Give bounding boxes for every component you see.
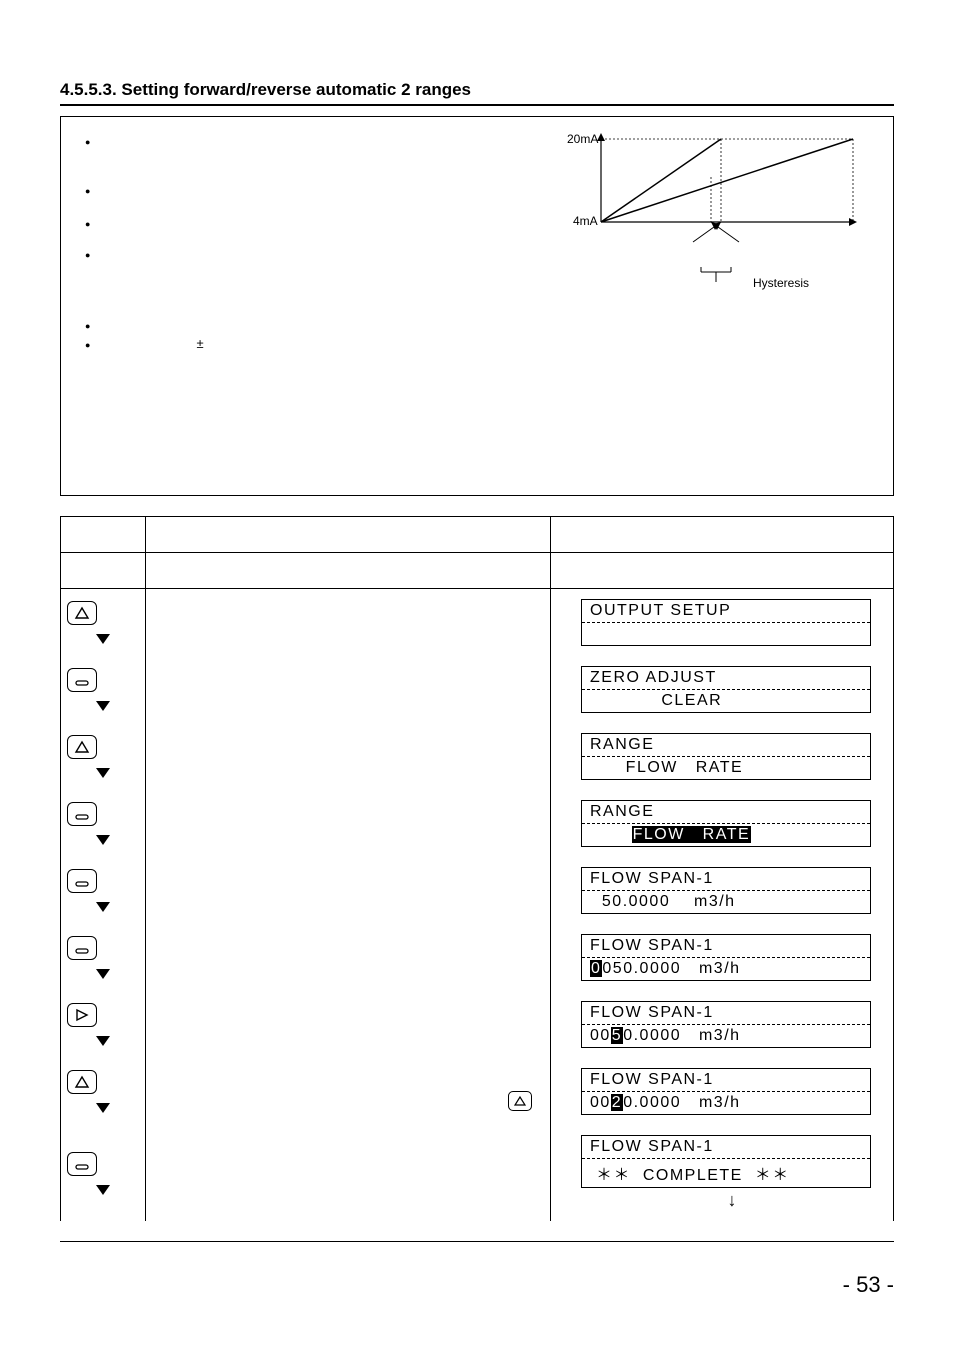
key-up-icon [67,601,97,625]
lcd-9: FLOW SPAN-1 ＊＊ COMPLETE ＊＊ [581,1135,871,1188]
page-number: - 53 - [60,1272,894,1298]
lcd-4: RANGE FLOW RATE [581,800,871,847]
desc-5 [146,857,551,924]
bullet-6: ± [85,336,875,351]
key-set-icon [67,802,97,826]
svg-text:Hysteresis: Hysteresis [753,276,809,290]
lcd-5: FLOW SPAN-1 50.0000 m3/h [581,867,871,914]
bullet-5 [85,317,875,332]
section-title: 4.5.5.3. Setting forward/reverse automat… [60,80,894,106]
caret-down-icon [96,768,110,778]
svg-text:20mA: 20mA [567,132,598,146]
caret-down-icon [96,902,110,912]
key-set-icon [67,936,97,960]
caret-down-icon [96,1036,110,1046]
key-up-icon [67,735,97,759]
lcd-2: ZERO ADJUST CLEAR [581,666,871,713]
intro-box: ± Hysteresis 20mA 4mA [60,116,894,496]
arrow-down-icon: ↓ [581,1190,883,1211]
key-set-icon [67,1152,97,1176]
caret-down-icon [96,634,110,644]
caret-down-icon [96,1185,110,1195]
th-disp [551,517,894,553]
desc-7 [146,991,551,1058]
caret-down-icon [96,835,110,845]
hysteresis-chart: Hysteresis 20mA 4mA [553,127,863,317]
key-set-icon [67,668,97,692]
desc-4 [146,790,551,857]
desc-8 [146,1058,551,1125]
l{}cd-6: FLOW SPAN-1 0050.0000 m3/h [581,934,871,981]
lcd-8: FLOW SPAN-1 0020.0000 m3/h [581,1068,871,1115]
desc-6 [146,924,551,991]
key-right-icon [67,1003,97,1027]
th-desc [146,517,551,553]
lcd-3: RANGE FLOW RATE [581,733,871,780]
lcd-1: OUTPUT SETUP [581,599,871,646]
svg-text:4mA: 4mA [573,214,598,228]
desc-9 [146,1125,551,1221]
desc-1 [146,589,551,657]
key-up-icon-inline [508,1091,532,1111]
key-set-icon [67,869,97,893]
lcd-7: FLOW SPAN-1 0050.0000 m3/h [581,1001,871,1048]
key-up-icon [67,1070,97,1094]
desc-3 [146,723,551,790]
desc-2 [146,656,551,723]
caret-down-icon [96,969,110,979]
th-key [61,517,146,553]
procedure-table: OUTPUT SETUP ZERO ADJUST CLEAR [60,516,894,1221]
caret-down-icon [96,701,110,711]
footer-rule [60,1241,894,1242]
caret-down-icon [96,1103,110,1113]
